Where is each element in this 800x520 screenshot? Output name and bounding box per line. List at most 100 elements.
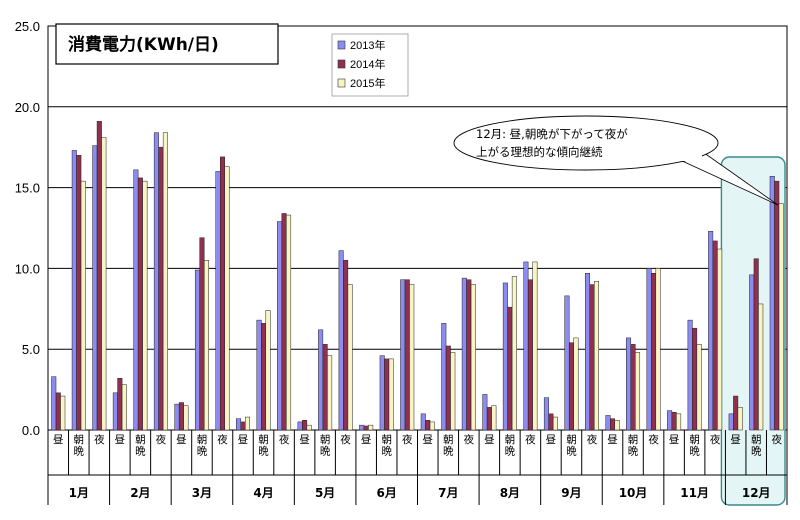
month-label: 11月 bbox=[680, 486, 709, 500]
month-label: 3月 bbox=[192, 486, 212, 500]
category-label: 昼 bbox=[176, 434, 187, 446]
bar-2013年-7 bbox=[194, 269, 200, 431]
bar-2014年-2 bbox=[96, 121, 102, 431]
bar-2013年-29 bbox=[646, 268, 652, 431]
y-tick-label: 5.0 bbox=[22, 342, 40, 357]
bar-2014年-33 bbox=[733, 395, 739, 431]
legend-label-2015: 2015年 bbox=[350, 76, 385, 90]
month-label: 5月 bbox=[315, 486, 335, 500]
bar-2013年-21 bbox=[482, 394, 488, 431]
bar-2013年-13 bbox=[318, 329, 324, 431]
bar-2015年-32 bbox=[717, 248, 723, 431]
title-box bbox=[55, 23, 279, 65]
bar-2014年-21 bbox=[486, 407, 492, 431]
bar-2015年-20 bbox=[470, 284, 476, 431]
category-label: 昼 bbox=[238, 434, 249, 446]
bar-2013年-32 bbox=[708, 230, 714, 431]
category-label: 昼 bbox=[669, 434, 680, 446]
bar-2015年-17 bbox=[409, 284, 415, 431]
category-label: 朝 bbox=[197, 434, 208, 446]
bar-2014年-22 bbox=[507, 306, 513, 431]
category-label: 夜 bbox=[710, 433, 721, 446]
category-label: 晩 bbox=[320, 446, 331, 458]
bar-2013年-20 bbox=[461, 277, 467, 431]
bar-2014年-34 bbox=[753, 258, 759, 431]
month-label: 2月 bbox=[130, 486, 150, 500]
category-label: 昼 bbox=[423, 434, 434, 446]
y-tick-label: 0.0 bbox=[22, 423, 40, 438]
bar-2014年-15 bbox=[363, 425, 369, 431]
bar-2015年-30 bbox=[676, 413, 682, 431]
bar-2014年-0 bbox=[55, 392, 61, 431]
category-label: 晩 bbox=[197, 446, 208, 458]
bar-2013年-28 bbox=[626, 337, 632, 431]
callout-bubble bbox=[453, 115, 719, 171]
category-label: 夜 bbox=[94, 433, 105, 446]
bar-2015年-24 bbox=[552, 416, 558, 431]
category-label: 晩 bbox=[443, 446, 454, 458]
bar-2014年-1 bbox=[76, 155, 82, 431]
bar-2013年-2 bbox=[92, 145, 98, 431]
bar-2015年-14 bbox=[347, 284, 353, 431]
category-label: 夜 bbox=[464, 433, 475, 446]
category-label: 昼 bbox=[53, 434, 64, 446]
bar-2015年-13 bbox=[327, 355, 333, 431]
month-label: 9月 bbox=[561, 486, 581, 500]
bar-2013年-8 bbox=[215, 171, 221, 431]
category-label: 昼 bbox=[546, 434, 557, 446]
bar-2014年-24 bbox=[548, 413, 554, 431]
bar-2013年-14 bbox=[338, 250, 344, 431]
category-label: 朝 bbox=[135, 434, 146, 446]
bar-2013年-17 bbox=[400, 279, 406, 431]
category-label: 昼 bbox=[361, 434, 372, 446]
month-label: 6月 bbox=[377, 486, 397, 500]
bar-2015年-34 bbox=[758, 303, 764, 431]
y-tick-label: 25.0 bbox=[15, 19, 40, 34]
bar-2015年-5 bbox=[162, 132, 168, 431]
bar-2014年-19 bbox=[445, 345, 451, 431]
bar-2015年-31 bbox=[696, 344, 702, 431]
bar-2013年-27 bbox=[605, 415, 611, 431]
category-label: 夜 bbox=[587, 433, 598, 446]
bar-2014年-12 bbox=[302, 420, 308, 431]
bar-2013年-31 bbox=[687, 319, 693, 431]
category-label: 夜 bbox=[340, 433, 351, 446]
annotation-line-2: 上がる理想的な傾向継続 bbox=[476, 145, 603, 159]
category-label: 夜 bbox=[525, 433, 536, 446]
category-label: 朝 bbox=[751, 434, 762, 446]
bar-2015年-4 bbox=[142, 180, 148, 431]
legend-label-2013: 2013年 bbox=[350, 38, 385, 52]
bar-2015年-16 bbox=[388, 358, 394, 431]
bar-2015年-21 bbox=[491, 405, 497, 431]
bar-2014年-4 bbox=[137, 177, 143, 431]
legend-swatch-2014 bbox=[337, 59, 346, 69]
annotation-callout: 12月: 昼,朝晩が下がって夜が 上がる理想的な傾向継続 bbox=[453, 115, 779, 206]
bar-2014年-13 bbox=[322, 344, 328, 431]
bar-2015年-1 bbox=[80, 180, 86, 431]
bar-2013年-16 bbox=[379, 355, 385, 431]
bar-2014年-17 bbox=[404, 279, 410, 431]
category-label: 朝 bbox=[258, 434, 269, 446]
category-label: 夜 bbox=[402, 433, 413, 446]
month-label: 4月 bbox=[253, 486, 273, 500]
bar-2014年-25 bbox=[568, 342, 574, 431]
bar-2014年-7 bbox=[199, 237, 205, 431]
bar-2014年-30 bbox=[671, 411, 677, 431]
bar-2014年-32 bbox=[712, 240, 718, 431]
bar-2015年-9 bbox=[245, 416, 251, 431]
category-label: 夜 bbox=[771, 433, 782, 446]
bar-2014年-8 bbox=[219, 156, 225, 431]
bar-2013年-1 bbox=[71, 150, 77, 431]
bar-2014年-16 bbox=[384, 358, 390, 431]
bar-2013年-11 bbox=[277, 221, 283, 431]
bar-2014年-26 bbox=[589, 284, 595, 431]
bar-2014年-27 bbox=[610, 418, 616, 431]
bar-2013年-35 bbox=[769, 176, 775, 431]
bars-layer bbox=[51, 121, 784, 431]
legend: 2013年 2014年 2015年 bbox=[331, 33, 409, 97]
month-label: 10月 bbox=[619, 486, 648, 500]
annotation-line-1: 12月: 昼,朝晩が下がって夜が bbox=[476, 127, 628, 141]
bar-2014年-29 bbox=[651, 273, 657, 431]
y-tick-label: 10.0 bbox=[15, 261, 40, 276]
bar-2015年-19 bbox=[450, 352, 456, 431]
